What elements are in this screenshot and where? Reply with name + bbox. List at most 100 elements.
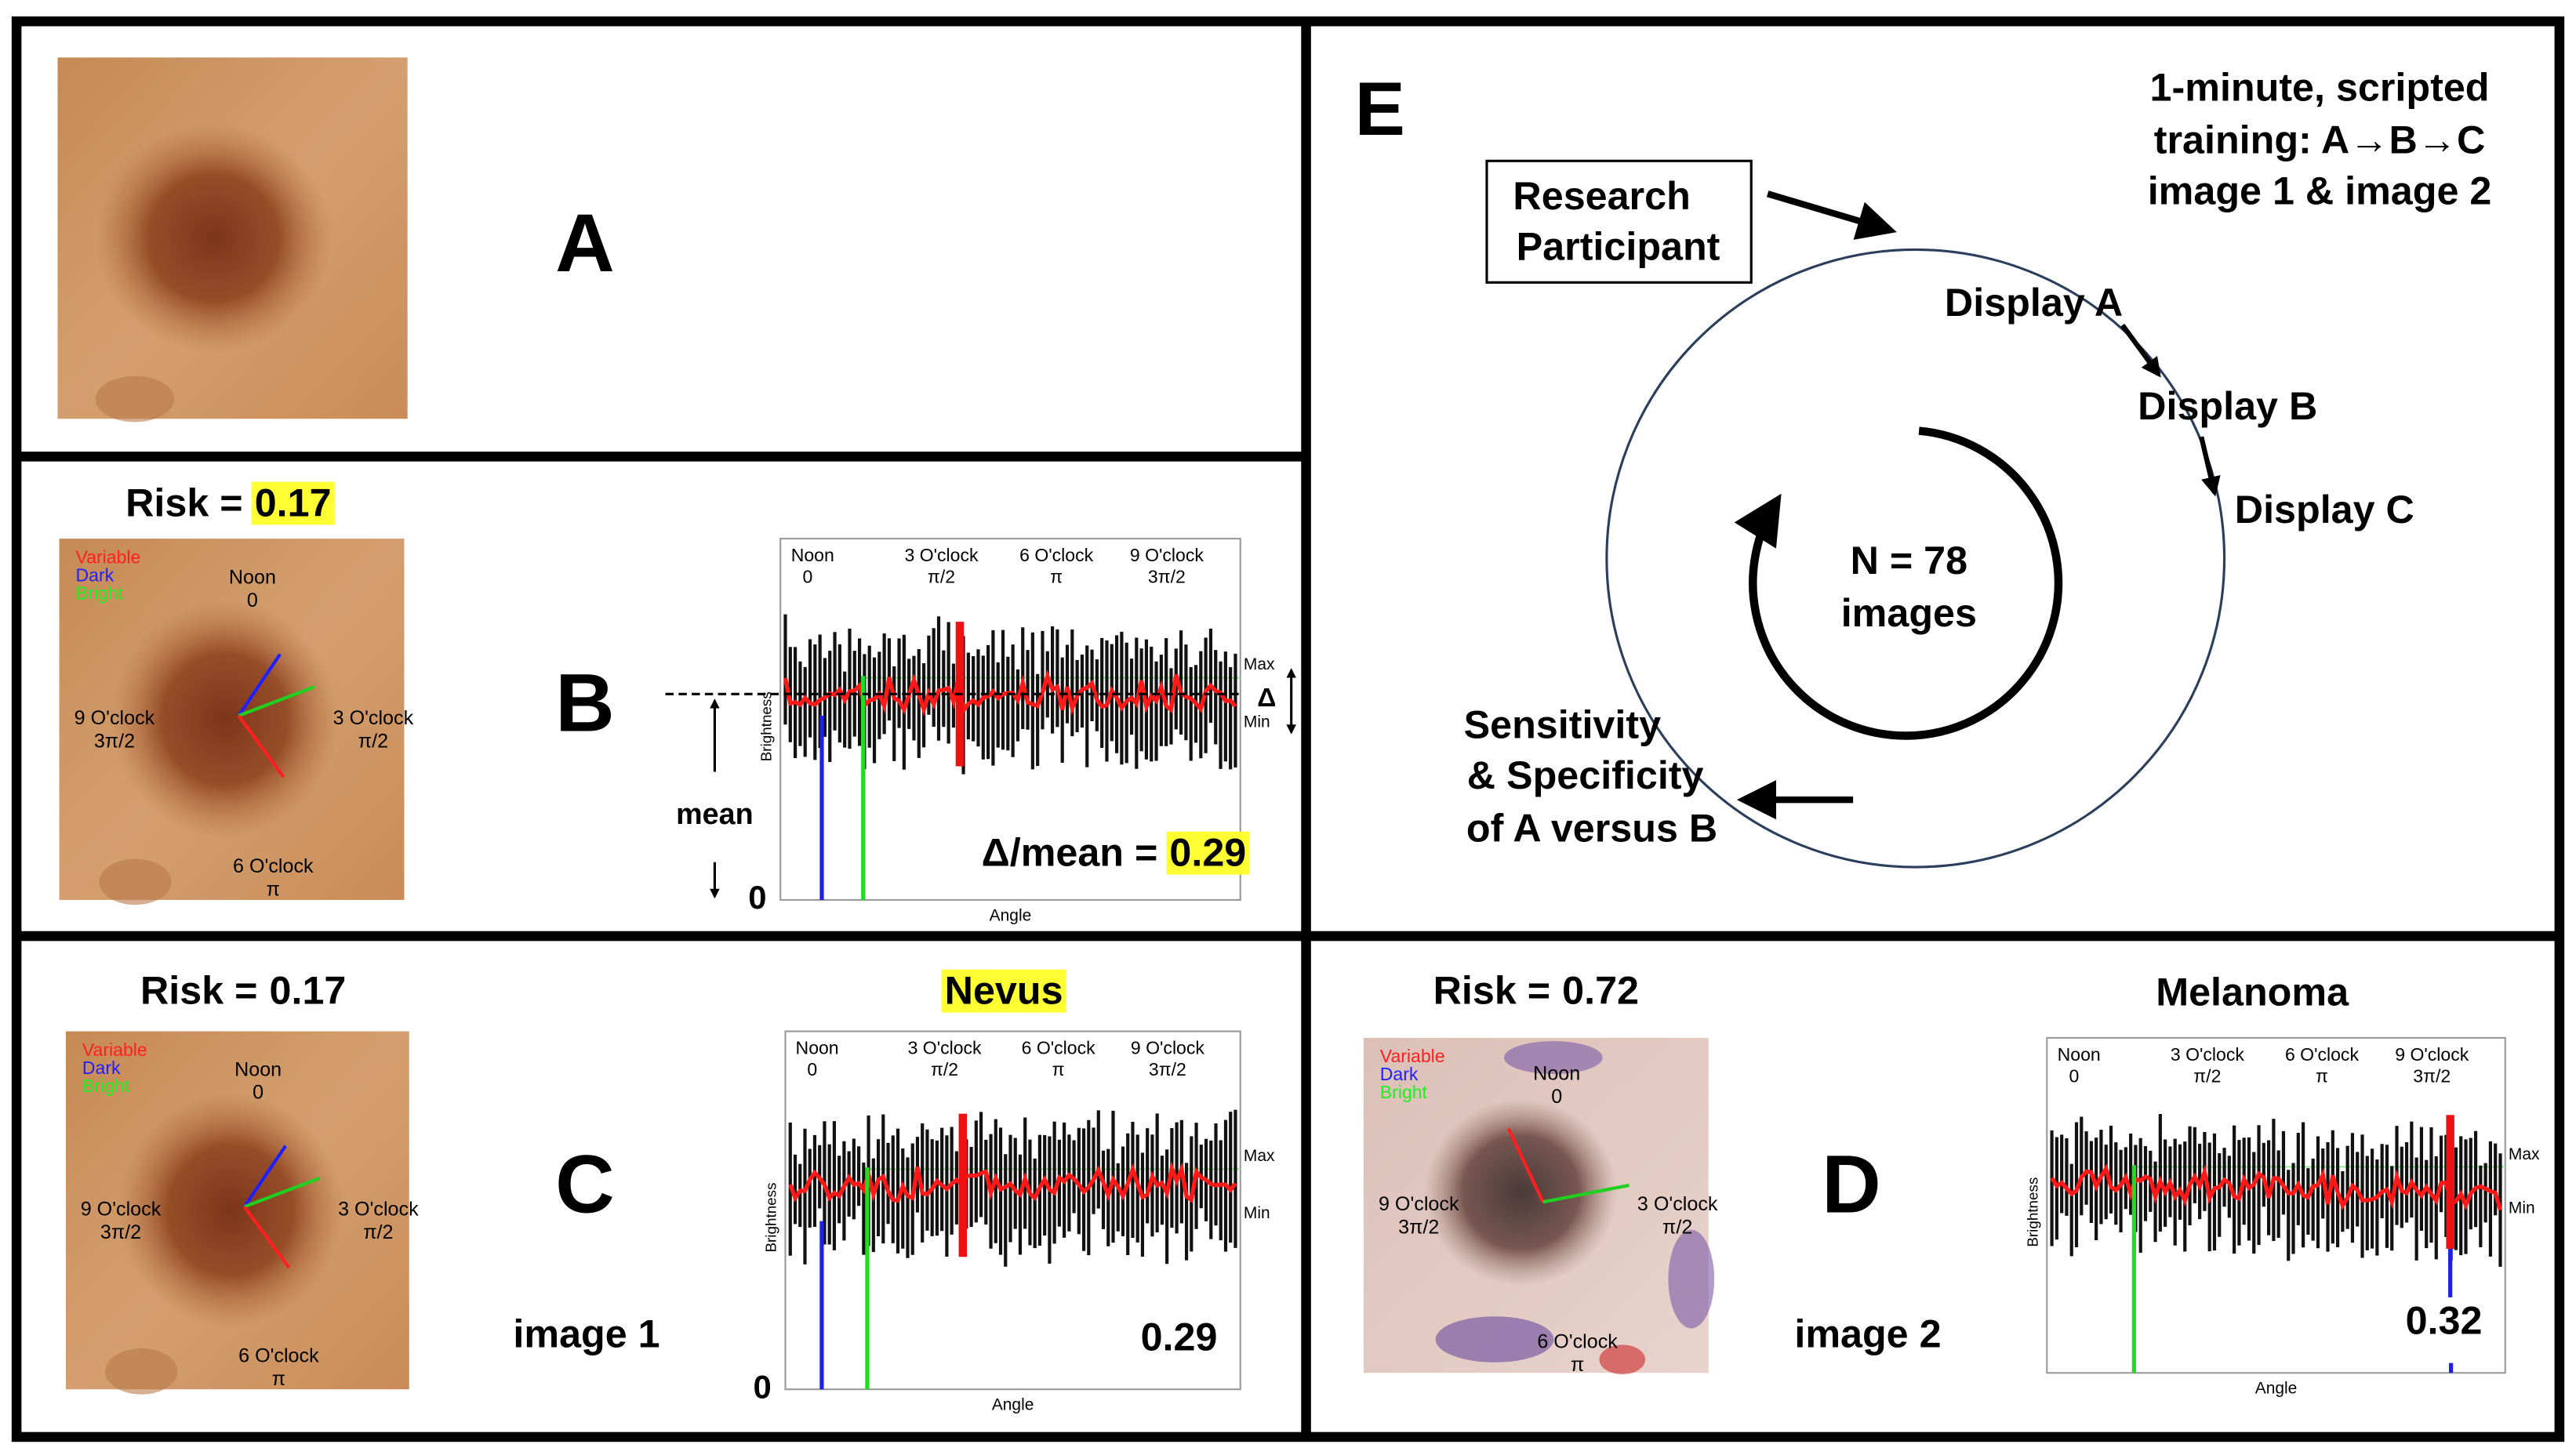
angle-ray bbox=[1506, 1127, 1545, 1203]
clock-label: 3 O'clock bbox=[1637, 1193, 1718, 1215]
spot bbox=[99, 858, 172, 905]
angle-tick: 3 O'clock bbox=[2171, 1044, 2244, 1065]
outer-frame bbox=[11, 16, 2565, 1442]
caption: image 1 bbox=[513, 1311, 659, 1355]
legend-entry: Dark bbox=[1380, 1064, 1419, 1084]
angle-tick: 6 O'clock bbox=[2285, 1044, 2359, 1065]
arrow bbox=[2120, 323, 2161, 378]
angle-ray bbox=[237, 653, 282, 717]
clock-label: π bbox=[1571, 1354, 1584, 1376]
clock-label: 3 O'clock bbox=[338, 1199, 419, 1221]
blotch bbox=[1503, 1041, 1603, 1075]
angle-tick: π bbox=[2316, 1065, 2328, 1086]
legend-entry: Variable bbox=[76, 546, 141, 567]
value: 0.72 bbox=[1562, 968, 1639, 1013]
cycle-ring bbox=[1605, 248, 2226, 869]
spot bbox=[95, 376, 175, 423]
legend-entry: Bright bbox=[76, 582, 124, 603]
cycle-arrow bbox=[1734, 426, 2063, 740]
clock-label: 9 O'clock bbox=[81, 1199, 162, 1221]
clock-label: π/2 bbox=[1662, 1217, 1692, 1239]
blotch bbox=[1668, 1229, 1715, 1329]
angle-tick: 3π/2 bbox=[2413, 1065, 2451, 1086]
step: Display A bbox=[1945, 280, 2123, 325]
panel-label: E bbox=[1355, 67, 1405, 151]
cycle-center: N = 78 bbox=[1851, 538, 1968, 582]
zero-label: 0 bbox=[748, 879, 766, 916]
highlight bbox=[251, 481, 335, 525]
training-note: training: A→B→C bbox=[2154, 118, 2486, 162]
value-label: Risk = bbox=[140, 968, 258, 1013]
angle-tick: Noon bbox=[791, 545, 834, 565]
clock-label: π/2 bbox=[363, 1221, 393, 1243]
clock-label: 6 O'clock bbox=[238, 1345, 319, 1367]
angle-tick: 6 O'clock bbox=[1019, 545, 1093, 565]
clock-label: π bbox=[267, 878, 280, 900]
cycle-center: images bbox=[1841, 590, 1977, 635]
training-note: 1-minute, scripted bbox=[2150, 64, 2490, 109]
delta-label: Δ bbox=[1257, 684, 1276, 713]
blotch bbox=[1435, 1316, 1554, 1362]
min-label: Min bbox=[1244, 1204, 1270, 1222]
value-label: Risk = bbox=[1433, 968, 1551, 1013]
angle-tick: 3π/2 bbox=[1148, 566, 1186, 586]
outcome: & Specificity bbox=[1467, 753, 1704, 797]
zero-label: 0 bbox=[754, 1368, 772, 1405]
legend-entry: Bright bbox=[82, 1076, 130, 1096]
angle-ray bbox=[237, 714, 285, 778]
legend-entry: Dark bbox=[76, 564, 114, 585]
clock-label: 3π/2 bbox=[94, 730, 135, 752]
axis-label: Brightness bbox=[763, 1182, 779, 1252]
arrow bbox=[2199, 436, 2221, 497]
value: 0.17 bbox=[270, 968, 347, 1013]
angle-tick: 9 O'clock bbox=[2395, 1044, 2469, 1065]
step: Display C bbox=[2235, 487, 2414, 532]
legend-entry: Variable bbox=[82, 1040, 147, 1060]
lesion bbox=[111, 600, 339, 839]
axis-label: Angle bbox=[990, 906, 1032, 924]
step: Display B bbox=[2138, 383, 2317, 428]
clock-label: 3π/2 bbox=[100, 1221, 141, 1243]
mean-trace bbox=[788, 1161, 1237, 1203]
frames bbox=[11, 16, 2565, 1442]
legend-entry: Bright bbox=[1380, 1082, 1428, 1102]
ratio-value: 0.32 bbox=[2406, 1298, 2483, 1343]
angle-tick: 9 O'clock bbox=[1131, 1038, 1204, 1058]
angle-tick: 0 bbox=[807, 1059, 817, 1079]
angle-tick: 3π/2 bbox=[1149, 1059, 1186, 1079]
clock-label: Noon bbox=[234, 1058, 282, 1080]
arrow bbox=[1766, 190, 1897, 240]
outcome: of A versus B bbox=[1466, 805, 1717, 850]
angle-tick: π bbox=[1050, 566, 1063, 586]
value-label: Risk = bbox=[125, 480, 243, 524]
blotch bbox=[1599, 1344, 1646, 1375]
panel-label: B bbox=[555, 658, 615, 749]
ratio-value: 0.29 bbox=[1141, 1315, 1218, 1359]
legend-entry: Dark bbox=[82, 1058, 121, 1078]
participant: Research bbox=[1513, 173, 1690, 218]
clock-label: 3 O'clock bbox=[333, 707, 414, 729]
clock-label: π bbox=[272, 1368, 285, 1390]
angle-ray bbox=[243, 1176, 321, 1209]
axis-label: Brightness bbox=[2025, 1177, 2041, 1247]
clock-label: Noon bbox=[1533, 1063, 1580, 1085]
angle-tick: 0 bbox=[2069, 1065, 2080, 1086]
angle-ray bbox=[238, 685, 315, 717]
participant-box bbox=[1485, 159, 1753, 284]
max-label: Max bbox=[1244, 655, 1275, 673]
clock-label: 6 O'clock bbox=[1537, 1330, 1618, 1352]
angle-tick: 9 O'clock bbox=[1130, 545, 1204, 565]
clock-label: Noon bbox=[229, 566, 276, 588]
max-label: Max bbox=[2509, 1145, 2540, 1163]
mean-trace bbox=[2050, 1163, 2502, 1211]
clock-label: 0 bbox=[247, 590, 258, 611]
clock-label: π/2 bbox=[358, 730, 388, 752]
angle-tick: Noon bbox=[796, 1038, 839, 1058]
highlight bbox=[941, 969, 1066, 1013]
spot bbox=[105, 1348, 178, 1395]
clock-label: 3π/2 bbox=[1398, 1217, 1439, 1239]
plot-frame bbox=[784, 1030, 1241, 1391]
axis-label: Angle bbox=[992, 1396, 1034, 1414]
